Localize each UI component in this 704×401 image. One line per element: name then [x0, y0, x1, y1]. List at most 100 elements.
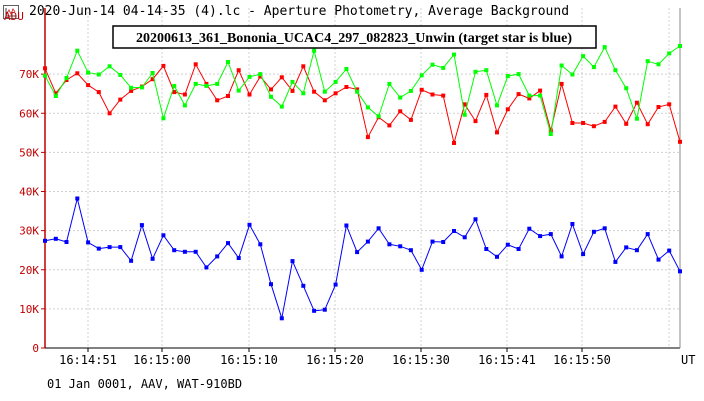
- data-point: [53, 236, 58, 241]
- data-point: [430, 239, 435, 244]
- data-point: [452, 229, 456, 233]
- data-point: [452, 141, 456, 145]
- data-point: [591, 65, 596, 70]
- data-point: [559, 63, 564, 68]
- data-point: [64, 76, 69, 80]
- data-point: [419, 267, 424, 272]
- data-point: [430, 62, 435, 67]
- data-point: [161, 233, 166, 238]
- data-point: [408, 248, 413, 253]
- data-point: [527, 226, 532, 231]
- data-point: [484, 92, 489, 97]
- data-point: [645, 122, 650, 127]
- data-point: [462, 235, 467, 240]
- data-point: [656, 257, 661, 262]
- y-tick-label: 0: [32, 342, 39, 355]
- data-point: [139, 223, 144, 228]
- series-line: [44, 45, 681, 135]
- data-point: [96, 72, 101, 77]
- data-point: [387, 123, 392, 128]
- data-point: [538, 88, 543, 93]
- data-point: [462, 102, 467, 107]
- data-point: [161, 116, 166, 121]
- data-point: [376, 226, 381, 231]
- data-point: [538, 93, 543, 98]
- data-point: [473, 119, 478, 124]
- data-point: [634, 116, 639, 121]
- data-point: [269, 94, 273, 99]
- data-point: [86, 240, 91, 245]
- data-point: [333, 91, 338, 96]
- data-point: [656, 62, 661, 67]
- data-point: [678, 269, 682, 274]
- data-point: [538, 234, 543, 239]
- data-point: [344, 223, 349, 228]
- data-point: [312, 89, 317, 94]
- x-axis-unit-label: UT: [681, 353, 695, 367]
- data-point: [204, 83, 209, 88]
- data-point: [236, 88, 241, 93]
- data-point: [624, 245, 629, 250]
- data-point: [107, 111, 112, 116]
- chart-title: 20200613_361_Bononia_UCAC4_297_082823_Un…: [136, 31, 572, 46]
- data-point: [290, 259, 295, 264]
- data-point: [570, 222, 575, 226]
- data-point: [172, 83, 177, 88]
- data-point: [301, 91, 306, 96]
- chart-title-box: [112, 25, 597, 49]
- chart-axes: 0 10K 20K 30K 40K 50K 60K 70K 16:14:51 16:15:00 16…: [19, 8, 681, 367]
- data-point: [667, 248, 672, 253]
- data-point: [559, 81, 564, 86]
- y-axis-label: ADU: [4, 10, 24, 23]
- data-point: [634, 100, 639, 105]
- data-point: [322, 89, 327, 94]
- data-point: [107, 64, 112, 69]
- y-tick-label: 40K: [19, 186, 39, 199]
- data-point: [398, 95, 403, 100]
- x-tick-label: 16:15:50: [553, 353, 611, 367]
- window-title: 2020-Jun-14 04-14-35 (4).lc - Aperture P…: [29, 4, 570, 19]
- data-point: [333, 79, 338, 84]
- data-point: [258, 74, 263, 79]
- data-point: [226, 94, 230, 98]
- data-point: [118, 97, 123, 102]
- data-point: [408, 117, 413, 122]
- chart-title-group: 20200613_361_Bononia_UCAC4_297_082823_Un…: [112, 25, 597, 49]
- data-point: [591, 124, 596, 129]
- data-point: [172, 90, 177, 95]
- data-point: [570, 72, 575, 77]
- data-point: [452, 52, 456, 57]
- data-point: [161, 63, 166, 68]
- data-point: [43, 73, 47, 78]
- data-point: [118, 245, 123, 250]
- data-point: [247, 74, 252, 79]
- data-point: [430, 92, 435, 97]
- data-point: [279, 316, 284, 321]
- data-point: [312, 308, 317, 313]
- data-point: [387, 81, 392, 86]
- data-point: [290, 88, 295, 93]
- data-point: [398, 244, 403, 249]
- data-point: [247, 222, 252, 227]
- data-point: [495, 130, 499, 135]
- data-point: [645, 232, 650, 237]
- data-point: [301, 283, 306, 288]
- data-point: [602, 45, 607, 50]
- x-tick-label: 16:15:20: [306, 353, 364, 367]
- x-tick-label: 16:15:10: [220, 353, 278, 367]
- data-point: [365, 105, 370, 110]
- data-point: [645, 59, 650, 64]
- data-point: [312, 48, 317, 53]
- data-point: [462, 112, 467, 117]
- data-point: [355, 87, 360, 92]
- data-point: [495, 254, 499, 259]
- data-point: [570, 121, 575, 125]
- data-point: [613, 259, 618, 264]
- series-0: [43, 196, 682, 321]
- series-line: [44, 198, 681, 319]
- data-point: [344, 85, 349, 89]
- data-point: [150, 256, 155, 261]
- x-tick-label: 16:15:41: [478, 353, 536, 367]
- data-point: [624, 121, 629, 126]
